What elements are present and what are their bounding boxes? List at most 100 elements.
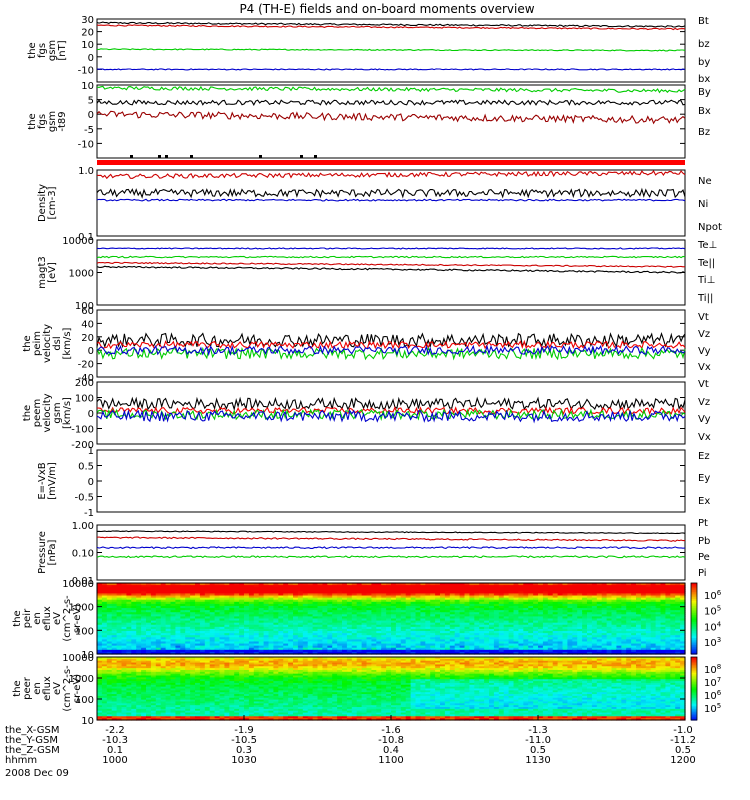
heatmap-cell <box>459 628 466 632</box>
heatmap-cell <box>170 660 176 664</box>
heatmap-cell <box>508 639 515 643</box>
heatmap-cell <box>391 628 397 632</box>
heatmap-cell <box>655 608 662 611</box>
heatmap-cell <box>190 614 196 618</box>
heatmap-cell <box>650 589 657 592</box>
heatmap-cell <box>410 637 417 640</box>
heatmap-cell <box>650 660 657 664</box>
heatmap-cell <box>307 618 314 622</box>
heatmap-cell <box>400 622 407 626</box>
heatmap-cell <box>361 639 368 643</box>
heatmap-cell <box>317 649 323 653</box>
heatmap-cell <box>111 589 118 592</box>
heatmap-cell <box>449 585 456 588</box>
heatmap-cell <box>244 608 250 611</box>
heatmap-cell <box>567 595 573 599</box>
heatmap-cell <box>204 660 211 664</box>
heatmap-cell <box>400 649 407 653</box>
heatmap-cell <box>342 626 348 630</box>
heatmap-cell <box>528 651 534 655</box>
heatmap-cell <box>528 622 534 626</box>
heatmap-cell <box>503 660 510 664</box>
heatmap-cell <box>430 651 436 655</box>
heatmap-cell <box>101 624 108 628</box>
heatmap-cell <box>283 624 289 628</box>
heatmap-cell <box>420 618 426 622</box>
heatmap-cell <box>650 624 657 628</box>
heatmap-cell <box>444 645 451 649</box>
heatmap-cell <box>155 620 162 624</box>
heatmap-cell <box>97 583 103 586</box>
heatmap-cell <box>562 614 568 618</box>
heatmap-cell <box>508 610 515 613</box>
heatmap-cell <box>106 637 113 640</box>
heatmap-cell <box>101 622 108 626</box>
heatmap-cell <box>131 616 137 620</box>
heatmap-cell <box>670 583 676 586</box>
y-axis-label: the <box>22 335 33 351</box>
heatmap-cell <box>121 618 127 622</box>
heatmap-cell <box>381 639 387 643</box>
heatmap-cell <box>459 583 466 586</box>
heatmap-cell <box>204 601 211 605</box>
heatmap-cell <box>655 597 662 601</box>
heatmap-cell <box>317 664 323 667</box>
heatmap-cell <box>180 639 186 643</box>
heatmap-cell <box>645 589 652 592</box>
heatmap-cell <box>572 585 578 588</box>
heatmap-cell <box>577 631 583 634</box>
heatmap-cell <box>273 589 279 592</box>
heatmap-cell <box>557 597 564 601</box>
heatmap-cell <box>547 612 554 615</box>
heatmap-cell <box>400 651 407 655</box>
heatmap-cell <box>621 587 627 590</box>
heatmap-cell <box>528 599 534 603</box>
heatmap-cell <box>533 664 539 667</box>
heatmap-cell <box>312 649 319 653</box>
heatmap-cell <box>523 616 529 620</box>
heatmap-cell <box>474 622 480 626</box>
heatmap-cell <box>258 639 265 643</box>
heatmap-cell <box>126 631 132 634</box>
heatmap-cell <box>498 635 505 638</box>
heatmap-cell <box>621 662 627 666</box>
heatmap-cell <box>454 610 461 613</box>
heatmap-cell <box>116 618 123 622</box>
heatmap-cell <box>136 622 142 626</box>
heatmap-cell <box>126 589 132 592</box>
heatmap-cell <box>650 641 657 645</box>
heatmap-cell <box>479 595 485 599</box>
heatmap-cell <box>283 585 289 588</box>
heatmap-cell <box>371 637 377 640</box>
heatmap-cell <box>248 649 255 653</box>
heatmap-cell <box>508 641 515 645</box>
heatmap-cell <box>136 626 142 630</box>
heatmap-cell <box>444 635 451 638</box>
heatmap-cell <box>498 587 505 590</box>
heatmap-cell <box>356 628 363 632</box>
heatmap-cell <box>229 593 235 597</box>
heatmap-cell <box>636 628 642 632</box>
heatmap-cell <box>361 612 368 615</box>
heatmap-cell <box>572 639 578 643</box>
heatmap-cell <box>474 593 480 597</box>
heatmap-cell <box>190 626 196 630</box>
heatmap-cell <box>660 585 666 588</box>
heatmap-cell <box>508 591 515 595</box>
heatmap-cell <box>381 603 387 607</box>
heatmap-cell <box>395 605 402 609</box>
heatmap-cell <box>356 595 363 599</box>
heatmap-cell <box>361 589 368 592</box>
heatmap-cell <box>611 603 617 607</box>
heatmap-cell <box>528 614 534 618</box>
heatmap-cell <box>351 620 358 624</box>
heatmap-cell <box>121 666 127 669</box>
heatmap-cell <box>199 608 206 611</box>
heatmap-cell <box>146 628 152 632</box>
heatmap-cell <box>582 618 588 622</box>
heatmap-cell <box>474 631 480 634</box>
colorbar-step <box>691 609 697 613</box>
heatmap-cell <box>459 608 466 611</box>
heatmap-cell <box>469 589 475 592</box>
heatmap-cell <box>346 620 353 624</box>
